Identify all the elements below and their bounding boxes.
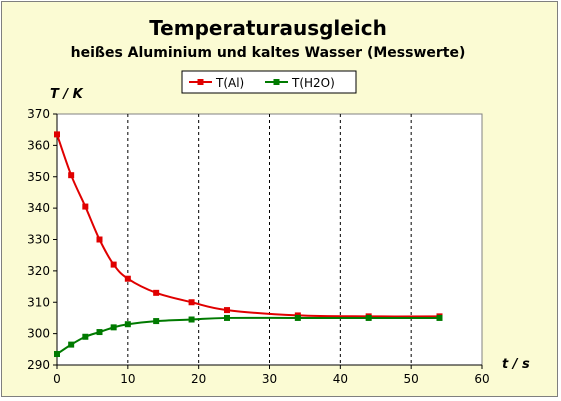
- data-point: [68, 172, 75, 179]
- x-tick-label: 50: [404, 372, 419, 386]
- data-point: [436, 314, 443, 321]
- series-h2o: [54, 314, 443, 358]
- data-point: [224, 314, 230, 321]
- x-tick-label: 0: [53, 372, 61, 386]
- data-point: [124, 321, 131, 328]
- legend: T(Al) T(H2O): [181, 70, 357, 94]
- legend-label-al: T(Al): [215, 76, 244, 90]
- y-tick-label: 340: [27, 201, 50, 215]
- x-tick-label: 40: [333, 372, 348, 386]
- legend-marker-h2o: [273, 79, 280, 85]
- y-tick-label: 310: [27, 295, 50, 309]
- data-point: [153, 289, 160, 296]
- x-tick-label: 30: [262, 372, 277, 386]
- y-tick-label: 360: [27, 138, 50, 152]
- legend-label-h2o: T(H2O): [291, 76, 335, 90]
- x-tick-label: 20: [191, 372, 206, 386]
- y-tick-label: 350: [27, 170, 50, 184]
- data-point: [124, 275, 131, 282]
- data-point: [96, 236, 103, 243]
- y-tick-label: 330: [27, 233, 50, 247]
- y-axis-label: T / K: [50, 87, 84, 102]
- data-point: [82, 333, 89, 340]
- data-point: [294, 314, 301, 321]
- data-point: [188, 299, 195, 306]
- chart-subtitle: heißes Aluminium und kaltes Wasser (Mess…: [71, 45, 466, 61]
- series-layer: [54, 131, 443, 358]
- chart-title: Temperaturausgleich: [149, 16, 387, 40]
- tick-labels: 290 300 310 320 330 340 350 360 370 0 10 20 30 40 50 60: [27, 107, 490, 386]
- y-tick-label: 320: [27, 264, 50, 278]
- x-tick-label: 10: [120, 372, 135, 386]
- y-tick-label: 290: [27, 358, 50, 372]
- axes: [53, 113, 483, 369]
- legend-marker-al: [197, 79, 204, 85]
- data-point: [54, 131, 60, 138]
- data-point: [110, 324, 117, 331]
- data-point: [153, 318, 160, 325]
- data-point: [365, 314, 372, 321]
- data-point: [188, 316, 195, 323]
- x-axis-label: t / s: [502, 357, 530, 372]
- data-point: [82, 203, 89, 210]
- y-tick-label: 300: [27, 327, 50, 341]
- data-point: [110, 261, 117, 268]
- data-point: [68, 341, 75, 348]
- x-tick-label: 60: [474, 372, 489, 386]
- data-point: [96, 329, 103, 336]
- data-point: [224, 307, 230, 314]
- data-point: [54, 351, 60, 358]
- y-tick-label: 370: [27, 107, 50, 121]
